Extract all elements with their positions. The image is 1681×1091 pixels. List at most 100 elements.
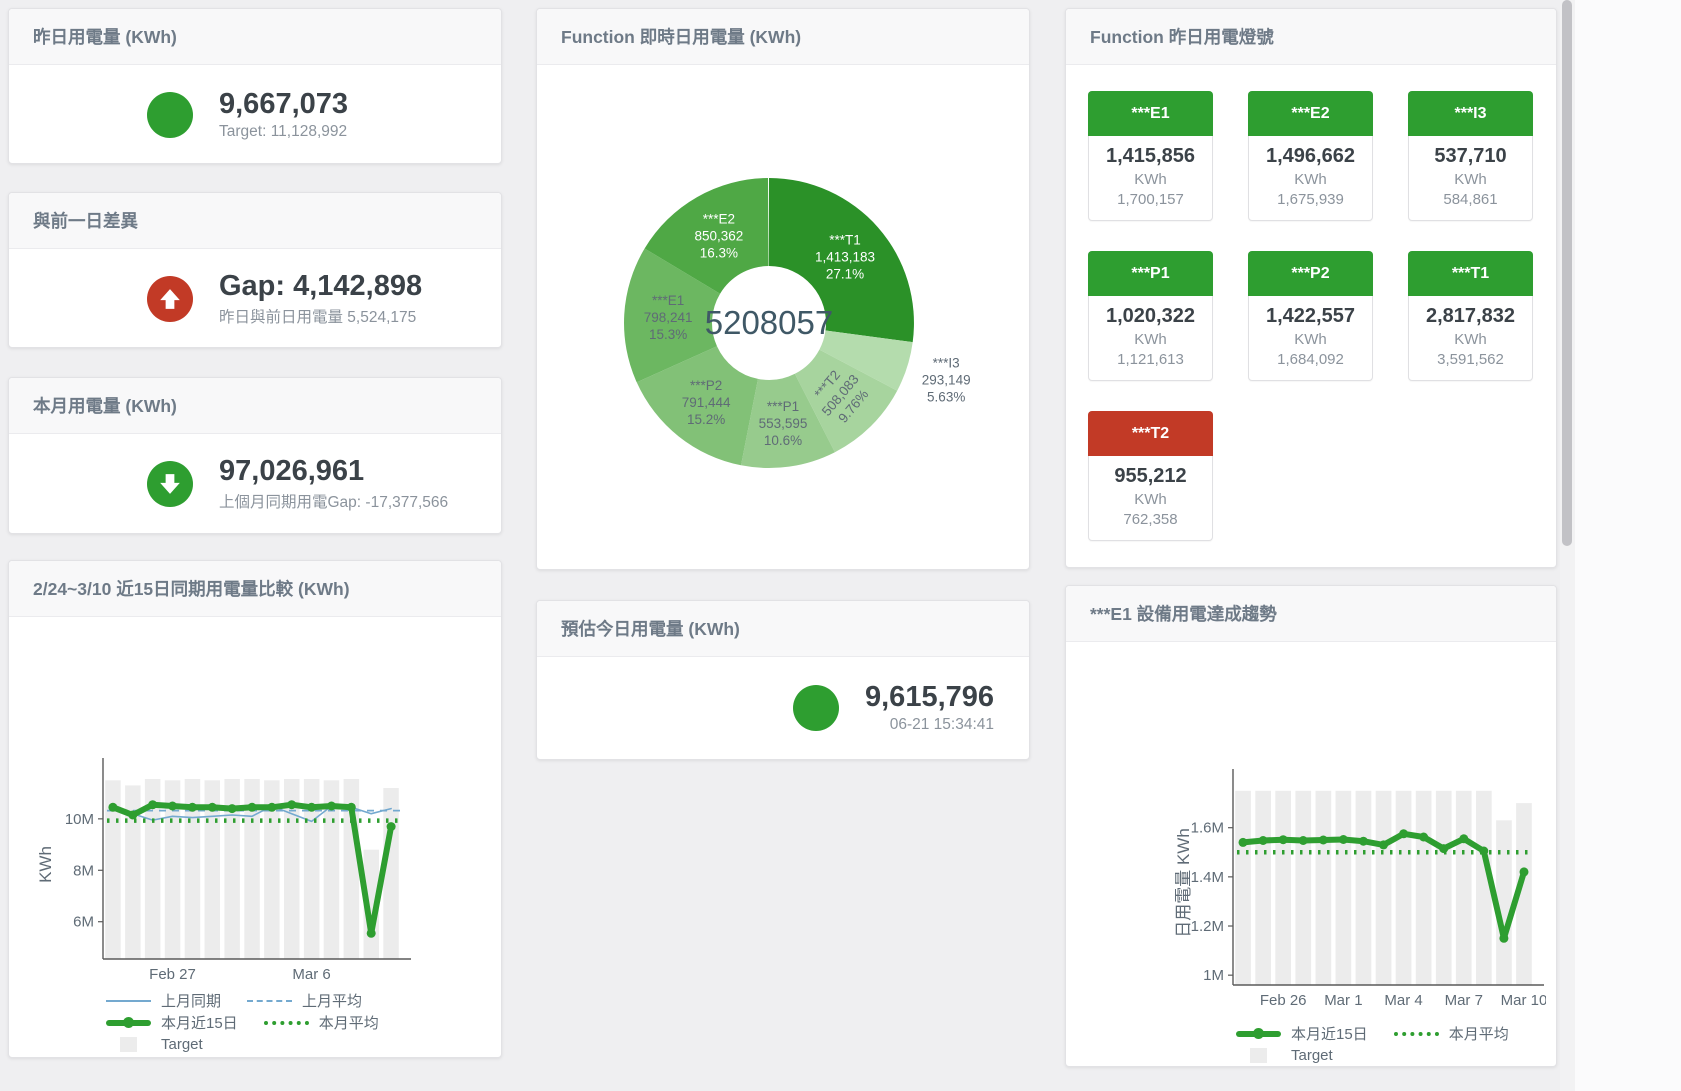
light-tile-label: ***T1 xyxy=(1408,251,1533,296)
data-point-本月近15日[interactable] xyxy=(1238,837,1248,847)
light-tile-***P1[interactable]: ***P1 1,020,322 KWh 1,121,613 xyxy=(1088,251,1213,381)
data-point-本月近15日[interactable] xyxy=(1358,836,1368,846)
light-tile-target: 1,675,939 xyxy=(1277,191,1344,208)
target-bar xyxy=(1255,790,1271,985)
data-point-本月近15日[interactable] xyxy=(148,800,158,810)
data-point-本月近15日[interactable] xyxy=(1519,867,1529,877)
target-bar xyxy=(125,785,141,959)
target-bar xyxy=(1355,790,1372,985)
data-point-本月近15日[interactable] xyxy=(1318,835,1328,845)
y-axis-label: 日用電量 KWh xyxy=(1174,828,1193,938)
light-tile-***E1[interactable]: ***E1 1,415,856 KWh 1,700,157 xyxy=(1088,91,1213,221)
donut-slice-***T1[interactable] xyxy=(769,178,914,343)
data-point-本月近15日[interactable] xyxy=(1278,835,1288,845)
scrollbar-thumb[interactable] xyxy=(1562,0,1572,546)
target-bar xyxy=(303,779,320,959)
data-point-本月近15日[interactable] xyxy=(307,802,317,812)
light-tile-***P2[interactable]: ***P2 1,422,557 KWh 1,684,092 xyxy=(1248,251,1373,381)
data-point-本月近15日[interactable] xyxy=(128,810,138,820)
realtime-donut-chart[interactable]: ***T1 1,413,183 27.1%***I3 293,149 5.63%***T… xyxy=(537,65,1031,565)
yesterday-lights-title: Function 昨日用電燈號 xyxy=(1090,27,1274,47)
legend-item-本月近15日[interactable]: 本月近15日 xyxy=(1236,1023,1368,1044)
donut-slice-***E1[interactable] xyxy=(624,248,721,383)
donut-slice-label: ***E2 850,362 16.3% xyxy=(694,211,743,260)
light-tile-***E2[interactable]: ***E2 1,496,662 KWh 1,675,939 xyxy=(1248,91,1373,221)
data-point-本月近15日[interactable] xyxy=(1499,933,1509,943)
data-point-本月近15日[interactable] xyxy=(366,928,376,938)
light-tile-target: 1,700,157 xyxy=(1117,191,1184,208)
light-tile-label: ***I3 xyxy=(1408,91,1533,136)
light-tile-body: 1,020,322 KWh 1,121,613 xyxy=(1089,296,1212,380)
light-tile-unit: KWh xyxy=(1134,171,1167,188)
data-point-本月近15日[interactable] xyxy=(1258,836,1268,845)
data-point-本月近15日[interactable] xyxy=(1439,844,1449,854)
legend-item-上月同期[interactable]: 上月同期 xyxy=(106,990,221,1011)
e1-trend-line-chart[interactable]: 1M 1.2M 1.4M 1.6M Feb 26 Mar 1 Mar 4 Mar 7 Mar 1… xyxy=(1086,642,1546,1022)
data-point-本月近15日[interactable] xyxy=(327,801,336,811)
donut-slice-***T2[interactable] xyxy=(794,349,898,453)
target-bar xyxy=(1295,790,1312,985)
e1-trend-legend: 本月近15日 本月平均 Target xyxy=(1236,1022,1509,1066)
data-point-本月近15日[interactable] xyxy=(1338,835,1348,844)
data-point-本月近15日[interactable] xyxy=(247,802,257,812)
legend-row: 本月近15日 本月平均 xyxy=(1236,1023,1509,1044)
light-tile-value: 1,422,557 xyxy=(1266,305,1355,327)
gap-prev-day-value: Gap: 4,142,898 xyxy=(219,269,423,302)
data-point-本月近15日[interactable] xyxy=(187,802,197,812)
data-point-本月近15日[interactable] xyxy=(1298,836,1308,845)
data-point-本月近15日[interactable] xyxy=(227,804,237,814)
donut-slice-label: ***T1 1,413,183 27.1% xyxy=(815,232,875,281)
card-title: ***E1 設備用電達成趨勢 xyxy=(1066,586,1556,642)
light-tile-target: 584,861 xyxy=(1443,191,1498,208)
donut-slice-***P1[interactable] xyxy=(741,373,835,469)
data-point-本月近15日[interactable] xyxy=(1379,840,1388,850)
x-axis-tick: Feb 27 xyxy=(149,966,196,983)
legend-item-Target[interactable]: Target xyxy=(106,1036,203,1053)
legend-item-本月近15日[interactable]: 本月近15日 xyxy=(106,1012,238,1033)
x-axis-tick: Mar 1 xyxy=(1324,992,1362,1009)
data-point-本月近15日[interactable] xyxy=(1479,846,1489,856)
page-gutter xyxy=(1575,0,1681,1091)
light-tile-***T2[interactable]: ***T2 955,212 KWh 762,358 xyxy=(1088,411,1213,541)
light-tile-***I3[interactable]: ***I3 537,710 KWh 584,861 xyxy=(1408,91,1533,221)
data-point-本月近15日[interactable] xyxy=(287,800,297,810)
y-axis-tick: 1.4M xyxy=(1191,869,1224,886)
data-point-本月近15日[interactable] xyxy=(207,802,217,812)
legend-row: 上月同期 上月平均 xyxy=(106,990,379,1011)
target-bar xyxy=(323,780,340,959)
light-tile-label: ***E2 xyxy=(1248,91,1373,136)
donut-slice-***P2[interactable] xyxy=(636,346,758,466)
legend-label: 本月近15日 xyxy=(161,1015,238,1032)
legend-item-本月平均[interactable]: 本月平均 xyxy=(1393,1023,1509,1044)
donut-slice-***I3[interactable] xyxy=(819,330,913,391)
legend-swatch xyxy=(106,999,151,1002)
data-point-本月近15日[interactable] xyxy=(267,802,277,812)
light-tile-***T1[interactable]: ***T1 2,817,832 KWh 3,591,562 xyxy=(1408,251,1533,381)
donut-slice-***E2[interactable] xyxy=(644,178,769,294)
data-point-本月近15日[interactable] xyxy=(168,801,177,811)
data-point-本月近15日[interactable] xyxy=(1459,834,1469,844)
data-point-本月近15日[interactable] xyxy=(386,822,396,832)
legend-label: 本月平均 xyxy=(318,1015,379,1032)
arrow-down-icon xyxy=(147,461,193,507)
comparison-line-chart[interactable]: 6M 8M 10M Feb 27 Mar 6 KWh xyxy=(29,617,489,989)
yesterday-usage-target: Target: 11,128,992 xyxy=(219,123,348,141)
light-tile-unit: KWh xyxy=(1294,331,1327,348)
data-point-本月近15日[interactable] xyxy=(1399,829,1409,839)
x-axis-tick: Mar 4 xyxy=(1384,992,1422,1009)
light-tile-unit: KWh xyxy=(1454,331,1487,348)
legend-item-本月平均[interactable]: 本月平均 xyxy=(263,1012,379,1033)
light-tile-value: 1,020,322 xyxy=(1106,305,1195,327)
target-bar xyxy=(105,780,121,959)
light-tile-target: 3,591,562 xyxy=(1437,351,1504,368)
donut-slice-label: ***P1 553,595 10.6% xyxy=(759,399,808,448)
data-point-本月近15日[interactable] xyxy=(346,802,356,812)
legend-item-上月平均[interactable]: 上月平均 xyxy=(247,990,362,1011)
yesterday-usage-value: 9,667,073 xyxy=(219,87,349,120)
donut-slice-label: ***P2 791,444 15.2% xyxy=(682,378,731,427)
data-point-本月近15日[interactable] xyxy=(108,802,118,812)
legend-item-Target[interactable]: Target xyxy=(1236,1047,1333,1064)
data-point-本月近15日[interactable] xyxy=(1419,832,1429,842)
comparison-chart-legend: 上月同期 上月平均 本月近15日 本月平均 Target xyxy=(106,989,379,1055)
month-usage-title: 本月用電量 (KWh) xyxy=(33,396,177,416)
